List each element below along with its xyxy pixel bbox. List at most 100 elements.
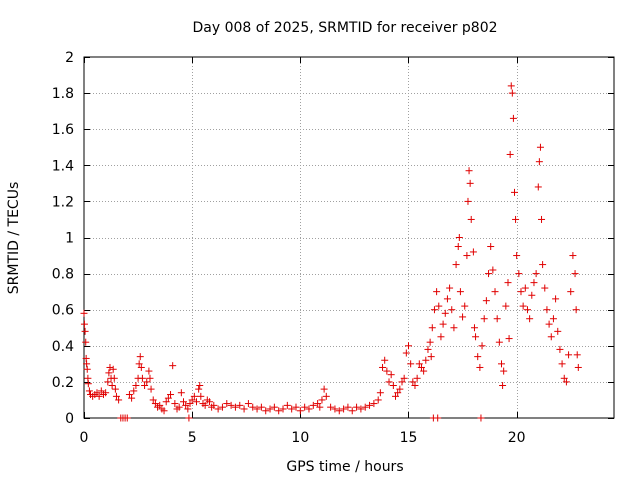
data-point (567, 288, 575, 296)
data-point (510, 188, 518, 196)
data-point (201, 401, 209, 409)
data-point (507, 82, 515, 90)
data-point (190, 392, 198, 400)
data-point (196, 382, 204, 390)
data-point (500, 367, 508, 375)
data-point (353, 403, 361, 411)
data-point (452, 261, 460, 269)
data-point (392, 392, 400, 400)
data-point (489, 266, 497, 274)
data-point (296, 407, 304, 415)
data-point (146, 374, 154, 382)
chart-title: Day 008 of 2025, SRMTID for receiver p80… (192, 20, 497, 36)
data-point (508, 89, 516, 97)
data-point (402, 349, 410, 357)
data-point (543, 306, 551, 314)
y-tick-label: 1.8 (52, 86, 74, 102)
data-point (108, 382, 116, 390)
data-point (123, 414, 131, 422)
data-point (506, 150, 514, 158)
data-point (485, 270, 493, 278)
data-point (417, 363, 425, 371)
y-tick-label: 0.6 (52, 303, 74, 319)
data-point (231, 403, 239, 411)
data-point (184, 405, 192, 413)
data-point (470, 324, 478, 332)
data-point (370, 400, 378, 408)
data-point (413, 374, 421, 382)
data-point (495, 338, 503, 346)
data-point (223, 400, 231, 408)
data-point (210, 401, 218, 409)
data-point (556, 345, 564, 353)
data-point (83, 365, 91, 373)
data-point (562, 378, 570, 386)
data-point (456, 288, 464, 296)
data-point (82, 338, 90, 346)
data-point (472, 333, 480, 341)
data-point (499, 382, 507, 390)
y-tick-label: 1 (65, 231, 74, 247)
data-point (205, 398, 213, 406)
data-point (253, 405, 261, 413)
data-point (459, 313, 467, 321)
data-point (316, 403, 324, 411)
data-point (167, 391, 175, 399)
data-point (526, 315, 534, 323)
data-point (214, 405, 222, 413)
data-point (145, 367, 153, 375)
data-point (455, 234, 463, 241)
data-point (125, 391, 133, 399)
x-tick-label: 5 (188, 430, 197, 446)
data-point (357, 405, 365, 413)
data-point (340, 405, 348, 413)
data-point (227, 401, 235, 409)
data-point (344, 403, 352, 411)
data-point (130, 387, 138, 395)
y-tick-label: 1.2 (52, 194, 74, 210)
data-point (541, 284, 549, 292)
data-point (433, 288, 441, 296)
data-point (400, 374, 408, 382)
data-point (572, 306, 580, 314)
data-point (105, 369, 113, 377)
data-point (188, 396, 196, 404)
data-point (420, 367, 428, 375)
data-point (415, 360, 423, 368)
data-point (474, 353, 482, 361)
data-point (80, 320, 88, 328)
data-point (404, 342, 412, 350)
data-point (478, 342, 486, 350)
data-point (366, 401, 374, 409)
data-point (97, 387, 105, 395)
data-point (322, 392, 330, 400)
data-point (106, 363, 114, 371)
data-point (409, 378, 417, 386)
data-point (424, 345, 432, 353)
data-point (394, 389, 402, 397)
data-point (318, 396, 326, 404)
data-point (288, 405, 296, 413)
data-point (81, 327, 89, 335)
data-point (528, 291, 536, 299)
data-point (513, 252, 521, 260)
data-point (554, 327, 562, 335)
data-point (437, 333, 445, 341)
data-point (450, 324, 458, 332)
data-point (236, 401, 244, 409)
data-point (383, 367, 391, 375)
data-point (467, 215, 475, 223)
data-point (422, 356, 430, 364)
data-point (95, 392, 103, 400)
data-point (389, 382, 397, 390)
data-point (396, 385, 404, 393)
data-point (143, 378, 151, 386)
data-point (327, 403, 335, 411)
data-point (169, 362, 177, 370)
x-tick-label: 15 (400, 430, 418, 446)
data-point (466, 179, 474, 187)
data-point (80, 309, 88, 317)
data-point (175, 403, 183, 411)
data-point (387, 371, 395, 379)
